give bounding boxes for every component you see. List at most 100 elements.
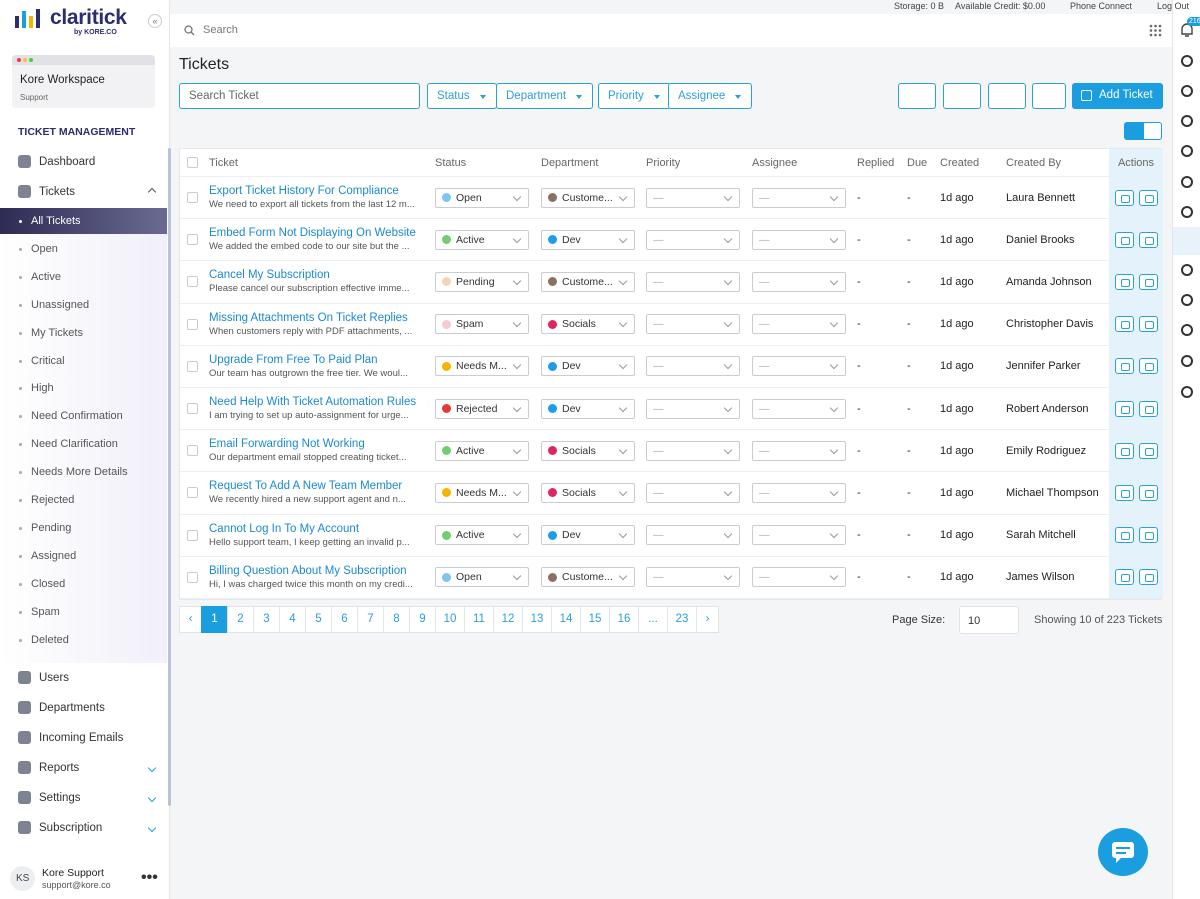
sub-nav-item[interactable]: Critical: [0, 348, 167, 374]
header-cell[interactable]: Ticket: [209, 156, 238, 169]
dropdown[interactable]: Needs M...: [435, 356, 529, 377]
dropdown[interactable]: —: [646, 398, 740, 419]
sub-nav-item[interactable]: Rejected: [0, 487, 167, 513]
page-button[interactable]: 6: [331, 606, 358, 633]
collapse-button[interactable]: «: [148, 14, 162, 28]
dropdown[interactable]: —: [752, 187, 846, 208]
page-button[interactable]: 23: [667, 606, 697, 633]
dropdown[interactable]: Socials: [541, 314, 635, 335]
toolbar-button[interactable]: [943, 83, 981, 109]
header-cell[interactable]: Status: [435, 156, 467, 169]
dropdown[interactable]: Open: [435, 187, 529, 208]
header-cell[interactable]: Department: [541, 156, 599, 169]
ticket-title[interactable]: Upgrade From Free To Paid Plan: [209, 353, 378, 366]
view-button[interactable]: [1138, 189, 1158, 206]
toolbar-button[interactable]: [988, 83, 1026, 109]
ticket-title[interactable]: Embed Form Not Displaying On Website: [209, 227, 416, 240]
dropdown[interactable]: Spam: [435, 314, 529, 335]
page-button[interactable]: 4: [279, 606, 306, 633]
page-button[interactable]: 15: [580, 606, 610, 633]
row-checkbox[interactable]: [187, 192, 198, 204]
dropdown[interactable]: —: [752, 229, 846, 250]
row-checkbox[interactable]: [187, 403, 198, 415]
sub-nav-item[interactable]: Unassigned: [0, 292, 167, 318]
dropdown[interactable]: —: [752, 398, 846, 419]
nav-item[interactable]: Users: [18, 671, 163, 684]
row-checkbox[interactable]: [187, 276, 198, 288]
ticket-title[interactable]: Export Ticket History For Compliance: [209, 185, 399, 198]
sub-nav-item[interactable]: Spam: [0, 599, 167, 625]
dropdown[interactable]: Rejected: [435, 398, 529, 419]
dropdown[interactable]: Dev: [541, 229, 635, 250]
dropdown[interactable]: Pending: [435, 271, 529, 292]
nav-item[interactable]: Reports: [18, 761, 163, 774]
filter-button[interactable]: Department: [496, 83, 594, 109]
dropdown[interactable]: Dev: [541, 356, 635, 377]
nav-item[interactable]: Incoming Emails: [18, 731, 163, 744]
add-ticket-button[interactable]: Add Ticket: [1072, 83, 1163, 109]
app-icon[interactable]: [1181, 85, 1193, 97]
stats-button[interactable]: [1114, 189, 1134, 206]
stats-button[interactable]: [1114, 273, 1134, 290]
app-icon[interactable]: [1181, 176, 1193, 188]
row-checkbox[interactable]: [187, 529, 198, 541]
row-checkbox[interactable]: [187, 487, 198, 499]
view-button[interactable]: [1138, 358, 1158, 375]
sub-nav-item[interactable]: Open: [0, 236, 167, 262]
filter-button[interactable]: Priority: [598, 83, 671, 109]
stats-button[interactable]: [1114, 400, 1134, 417]
ticket-title[interactable]: Missing Attachments On Ticket Replies: [209, 311, 408, 324]
sub-nav-item[interactable]: My Tickets: [0, 320, 167, 346]
header-cell[interactable]: Created: [940, 156, 980, 169]
app-icon[interactable]: [1181, 386, 1193, 398]
page-button[interactable]: 11: [464, 606, 494, 633]
sub-nav-item[interactable]: Pending: [0, 515, 167, 541]
page-button[interactable]: 9: [409, 606, 436, 633]
dropdown[interactable]: —: [646, 525, 740, 546]
dropdown[interactable]: —: [646, 229, 740, 250]
stats-button[interactable]: [1114, 527, 1134, 544]
sub-nav-item[interactable]: Deleted: [0, 627, 167, 653]
stats-button[interactable]: [1114, 442, 1134, 459]
dropdown[interactable]: —: [646, 356, 740, 377]
view-button[interactable]: [1138, 400, 1158, 417]
view-button[interactable]: [1138, 569, 1158, 586]
row-checkbox[interactable]: [187, 234, 198, 246]
page-button[interactable]: ‹: [179, 606, 202, 633]
page-button[interactable]: 1: [201, 606, 228, 633]
page-button[interactable]: 7: [357, 606, 384, 633]
sub-nav-item[interactable]: All Tickets: [0, 208, 167, 234]
nav-item[interactable]: Subscription: [18, 821, 163, 834]
app-icon[interactable]: [1181, 355, 1193, 367]
filter-button[interactable]: Assignee: [668, 83, 753, 109]
header-cell[interactable]: Priority: [646, 156, 681, 169]
chat-button[interactable]: [1098, 828, 1148, 876]
view-button[interactable]: [1138, 231, 1158, 248]
ticket-title[interactable]: Cancel My Subscription: [209, 269, 330, 282]
nav-item[interactable]: Settings: [18, 791, 163, 804]
dropdown[interactable]: Custome...: [541, 271, 635, 292]
dropdown[interactable]: —: [752, 482, 846, 503]
app-icon[interactable]: [1181, 324, 1193, 336]
stats-button[interactable]: [1114, 569, 1134, 586]
app-icon-active[interactable]: [1173, 227, 1200, 255]
dropdown[interactable]: —: [646, 187, 740, 208]
ticket-title[interactable]: Email Forwarding Not Working: [209, 438, 365, 451]
nav-item[interactable]: Dashboard: [18, 155, 163, 168]
dropdown[interactable]: Custome...: [541, 187, 635, 208]
app-icon[interactable]: [1181, 294, 1193, 306]
page-button[interactable]: 5: [305, 606, 332, 633]
sub-nav-item[interactable]: High: [0, 375, 167, 401]
view-button[interactable]: [1138, 273, 1158, 290]
sub-nav-item[interactable]: Assigned: [0, 543, 167, 569]
stats-button[interactable]: [1114, 358, 1134, 375]
page-button[interactable]: 13: [522, 606, 552, 633]
dropdown[interactable]: Open: [435, 567, 529, 588]
dropdown[interactable]: Needs M...: [435, 482, 529, 503]
dropdown[interactable]: Active: [435, 440, 529, 461]
dropdown[interactable]: —: [752, 356, 846, 377]
ticket-title[interactable]: Billing Question About My Subscription: [209, 564, 407, 577]
ticket-title[interactable]: Need Help With Ticket Automation Rules: [209, 396, 417, 409]
app-icon[interactable]: [1181, 145, 1193, 157]
stats-button[interactable]: [1114, 316, 1134, 333]
